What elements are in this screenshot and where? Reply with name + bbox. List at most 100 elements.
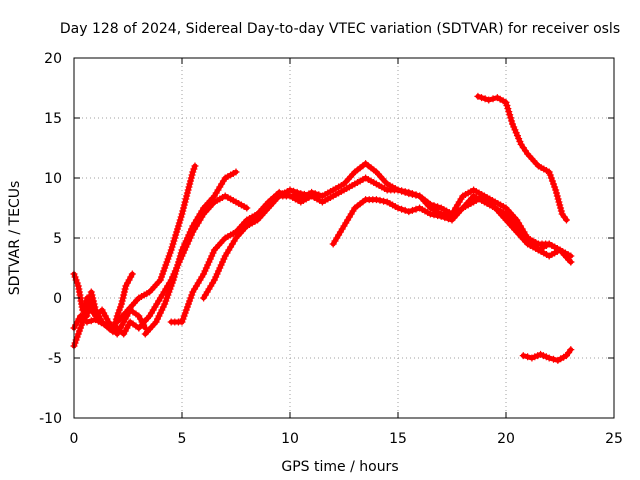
data-point bbox=[163, 258, 171, 266]
data-point bbox=[76, 312, 84, 320]
data-point bbox=[176, 216, 184, 224]
series-line bbox=[168, 193, 304, 325]
data-point bbox=[183, 189, 191, 197]
data-point bbox=[183, 240, 191, 248]
data-point bbox=[170, 237, 178, 245]
data-point bbox=[519, 352, 527, 360]
data-point bbox=[170, 270, 178, 278]
data-point bbox=[444, 215, 452, 223]
data-point bbox=[116, 303, 124, 311]
data-point bbox=[508, 117, 516, 125]
data-point bbox=[556, 201, 564, 209]
y-tick-label: 20 bbox=[44, 51, 62, 67]
data-point bbox=[489, 95, 497, 103]
data-point bbox=[118, 321, 126, 329]
data-point bbox=[232, 168, 240, 176]
data-point bbox=[173, 264, 181, 272]
data-point bbox=[135, 312, 143, 320]
data-point bbox=[412, 191, 420, 199]
data-point bbox=[171, 234, 179, 242]
data-point bbox=[567, 258, 575, 266]
data-point bbox=[434, 212, 442, 220]
data-point bbox=[169, 273, 177, 281]
data-point bbox=[118, 297, 126, 305]
data-point bbox=[551, 183, 559, 191]
series-arc-12 bbox=[474, 92, 570, 224]
data-point bbox=[103, 315, 111, 323]
data-point bbox=[545, 354, 553, 362]
y-tick-label: 0 bbox=[53, 291, 62, 307]
data-point bbox=[507, 114, 515, 122]
data-point bbox=[426, 210, 434, 218]
data-point bbox=[200, 270, 208, 278]
data-point bbox=[120, 330, 128, 338]
data-point bbox=[152, 318, 160, 326]
data-point bbox=[71, 339, 79, 347]
data-point bbox=[181, 198, 189, 206]
data-point bbox=[175, 258, 183, 266]
data-point bbox=[187, 231, 195, 239]
data-point bbox=[166, 249, 174, 257]
data-point bbox=[567, 346, 575, 354]
data-point bbox=[189, 168, 197, 176]
data-point bbox=[308, 188, 316, 196]
data-point bbox=[408, 190, 416, 198]
data-point bbox=[376, 196, 384, 204]
data-point bbox=[441, 214, 449, 222]
data-point bbox=[167, 276, 175, 284]
data-point bbox=[83, 294, 91, 302]
data-point bbox=[205, 258, 213, 266]
data-point bbox=[315, 191, 323, 199]
series-arc-13 bbox=[519, 346, 575, 364]
data-point bbox=[161, 300, 169, 308]
data-point bbox=[505, 108, 513, 116]
data-point bbox=[217, 261, 225, 269]
data-point bbox=[286, 186, 294, 194]
data-point bbox=[550, 180, 558, 188]
data-point bbox=[185, 237, 193, 245]
data-point bbox=[187, 294, 195, 302]
data-point bbox=[119, 294, 127, 302]
data-point bbox=[183, 192, 191, 200]
data-point bbox=[503, 101, 511, 109]
data-point bbox=[169, 240, 177, 248]
data-point bbox=[282, 191, 290, 199]
data-point bbox=[167, 246, 175, 254]
data-point bbox=[123, 324, 131, 332]
data-point bbox=[165, 252, 173, 260]
data-point bbox=[178, 252, 186, 260]
data-point bbox=[184, 300, 192, 308]
series-arc-6 bbox=[135, 192, 251, 332]
data-point bbox=[118, 300, 126, 308]
grid-lines bbox=[74, 58, 614, 418]
series-arc-11 bbox=[329, 192, 575, 266]
data-point bbox=[502, 98, 510, 106]
data-point bbox=[405, 190, 413, 198]
data-point bbox=[405, 208, 413, 216]
x-tick-label: 5 bbox=[178, 431, 187, 447]
data-point bbox=[212, 273, 220, 281]
data-point bbox=[177, 255, 185, 263]
series-arc-4 bbox=[113, 162, 199, 326]
data-point bbox=[182, 195, 190, 203]
data-point bbox=[154, 315, 162, 323]
data-point bbox=[179, 249, 187, 257]
data-point bbox=[125, 321, 133, 329]
data-point bbox=[173, 228, 181, 236]
data-point bbox=[162, 261, 170, 269]
y-tick-label: -10 bbox=[39, 411, 62, 427]
data-point bbox=[216, 264, 224, 272]
series-arc-8 bbox=[200, 186, 316, 302]
data-point bbox=[116, 324, 124, 332]
data-point bbox=[553, 192, 561, 200]
axis-ticks: 0 5 10 15 20 25 -10 -5 0 5 10 15 20 bbox=[39, 51, 623, 447]
data-point bbox=[191, 162, 199, 170]
data-point bbox=[202, 264, 210, 272]
data-point bbox=[76, 324, 84, 332]
data-point bbox=[164, 255, 172, 263]
data-point bbox=[110, 324, 118, 332]
y-tick-label: 15 bbox=[44, 111, 62, 127]
data-point bbox=[401, 206, 409, 214]
y-tick-label: 10 bbox=[44, 171, 62, 187]
